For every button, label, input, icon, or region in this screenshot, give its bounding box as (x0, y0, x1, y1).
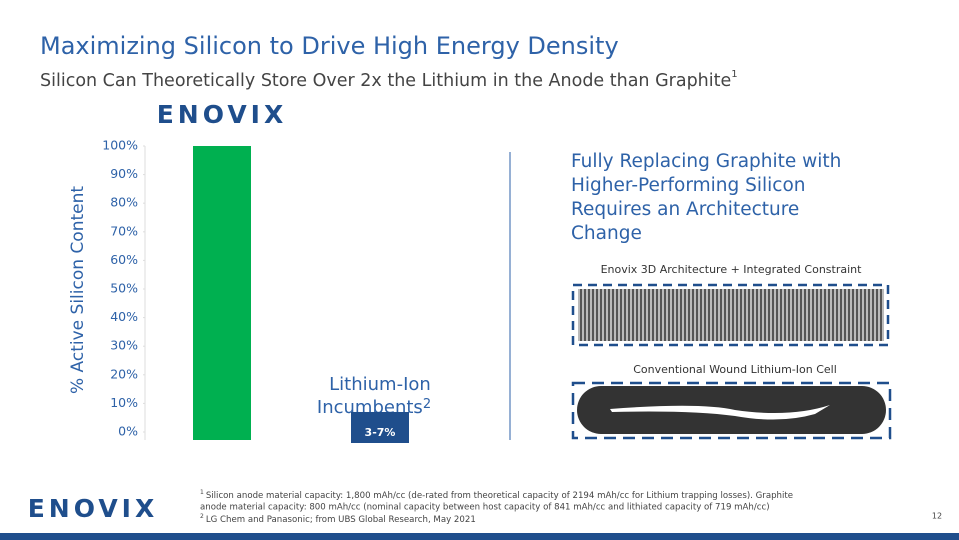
y-tick-label: 80% (110, 195, 138, 210)
heading: Fully Replacing Graphite with Higher-Per… (571, 151, 841, 244)
footnote-text: LG Chem and Panasonic; from UBS Global R… (206, 515, 476, 525)
y-tick-label: 0% (118, 424, 138, 439)
heading-line: Requires an Architecture (571, 199, 799, 220)
footnote-text: Silicon anode material capacity: 1,800 m… (206, 491, 793, 501)
subtitle: Silicon Can Theoretically Store Over 2x … (40, 69, 738, 91)
heading-line: Change (571, 223, 642, 244)
range-bar (351, 411, 409, 424)
footnotes: 1 Silicon anode material capacity: 1,800 … (200, 489, 793, 525)
footnote: anode material capacity: 800 mAh/cc (nom… (200, 503, 770, 513)
image-caption: Enovix 3D Architecture + Integrated Cons… (601, 263, 863, 276)
range-label: 3-7% (365, 426, 396, 439)
footnote-ref: 1 (731, 69, 737, 80)
footnote: 2 LG Chem and Panasonic; from UBS Global … (200, 513, 476, 525)
footnote: 1 Silicon anode material capacity: 1,800 … (200, 489, 793, 501)
footnote-ref: 2 (423, 397, 431, 412)
architecture-image (571, 283, 890, 347)
y-tick-label: 90% (110, 166, 138, 181)
footer-logo: ENOVIX (28, 494, 159, 523)
y-tick-label: 10% (110, 395, 138, 410)
footnote-marker: 2 (200, 513, 204, 520)
y-tick-label: 20% (110, 366, 138, 381)
image-caption: Conventional Wound Lithium-Ion Cell (633, 363, 837, 376)
heading-line: Fully Replacing Graphite with (571, 151, 841, 172)
footer-bar (0, 533, 959, 540)
chart-logo: ENOVIX (157, 100, 288, 129)
range-label-box (351, 423, 409, 443)
y-tick-label: 30% (110, 338, 138, 353)
y-tick-label: 40% (110, 309, 138, 324)
bar (193, 146, 251, 440)
category-label: Lithium-Ion Incumbents2 (317, 374, 431, 418)
category-label-line: Lithium-Ion (329, 374, 431, 395)
wound-cell-image (571, 381, 892, 440)
y-tick-label: 70% (110, 223, 138, 238)
page-number: 12 (932, 512, 942, 521)
y-tick-label: 50% (110, 281, 138, 296)
heading-line: Higher-Performing Silicon (571, 175, 805, 196)
subtitle-text: Silicon Can Theoretically Store Over 2x … (40, 71, 731, 91)
title: Maximizing Silicon to Drive High Energy … (40, 32, 619, 60)
y-tick-label: 100% (102, 138, 138, 153)
y-tick-label: 60% (110, 252, 138, 267)
y-axis-label: % Active Silicon Content (68, 186, 88, 394)
footnote-marker: 1 (200, 489, 204, 496)
